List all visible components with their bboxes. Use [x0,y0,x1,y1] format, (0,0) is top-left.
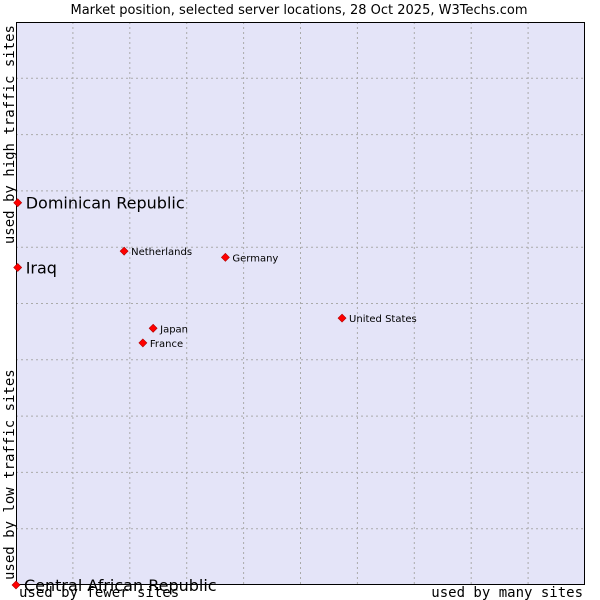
point-label-france: France [150,339,183,350]
point-label-central-african-republic: Central African Republic [24,576,217,595]
plot-border [16,22,585,585]
data-point-iraq [13,263,23,272]
point-label-japan: Japan [159,324,188,335]
data-point-japan [148,323,158,333]
chart-title: Market position, selected server locatio… [70,3,527,18]
point-label-netherlands: Netherlands [131,247,192,258]
point-label-iraq: Iraq [26,258,57,277]
data-point-dominican-republic [13,198,23,208]
point-label-germany: Germany [232,253,278,264]
data-point-germany [220,252,230,262]
data-point-france [138,338,148,348]
x-axis-label-right: used by many sites [431,585,583,600]
data-point-central-african-republic [11,580,21,590]
point-label-united-states: United States [349,314,417,325]
data-point-netherlands [119,246,129,256]
grid-lines [16,22,585,585]
point-label-dominican-republic: Dominican Republic [26,194,185,213]
y-axis-label-top: used by high traffic sites [2,25,18,244]
x-axis-label-left: used by fewer sites [19,585,179,600]
y-axis-label-bottom: used by low traffic sites [2,369,18,580]
data-point-united-states [337,313,347,323]
data-points: Dominican Republic Iraq Netherlands Germany… [11,194,417,595]
